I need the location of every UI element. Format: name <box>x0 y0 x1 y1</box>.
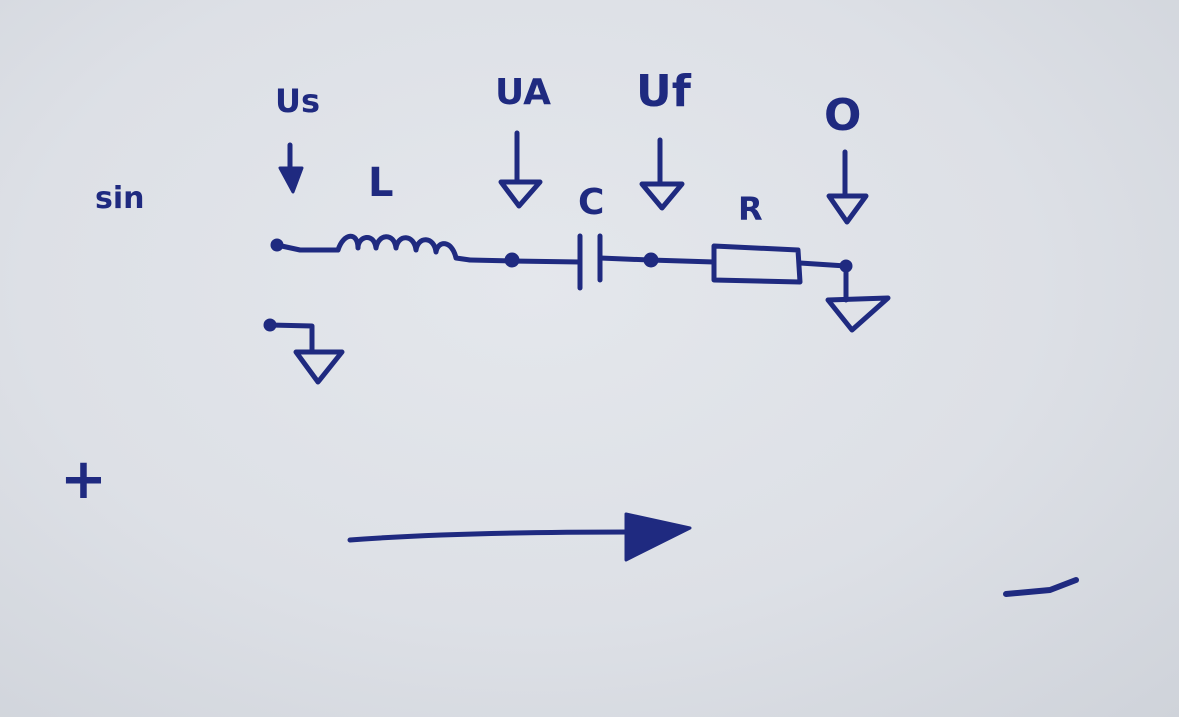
probe-ua-label: UA <box>495 72 551 113</box>
source-type-label: sin <box>95 181 145 216</box>
capacitor-label: C <box>578 182 604 223</box>
probe-out-arrow <box>826 149 869 225</box>
source-ground-symbol <box>263 318 345 385</box>
probe-uf-arrow <box>639 137 685 211</box>
inductor-label: L <box>368 160 394 206</box>
inductor-coil <box>335 233 473 263</box>
direction-arrow <box>347 512 692 562</box>
probe-us-label: Us <box>275 82 320 120</box>
probe-uf-label: Uf <box>636 66 692 117</box>
minus-sign <box>1003 577 1079 597</box>
capacitor-symbol <box>577 233 603 291</box>
output-ground-symbol <box>825 263 891 333</box>
plus-sign: + <box>60 447 107 512</box>
wire-resistor-to-output <box>797 260 849 269</box>
resistor-label: R <box>738 190 763 228</box>
wire-inductor-to-capacitor <box>467 257 583 265</box>
probe-us-arrow <box>278 142 304 194</box>
node-f <box>643 252 659 268</box>
node-a <box>504 252 520 268</box>
wire-source-to-inductor <box>274 242 341 253</box>
probe-out-label: O <box>824 90 861 141</box>
resistor-box <box>711 243 803 285</box>
probe-ua-arrow <box>498 130 543 209</box>
